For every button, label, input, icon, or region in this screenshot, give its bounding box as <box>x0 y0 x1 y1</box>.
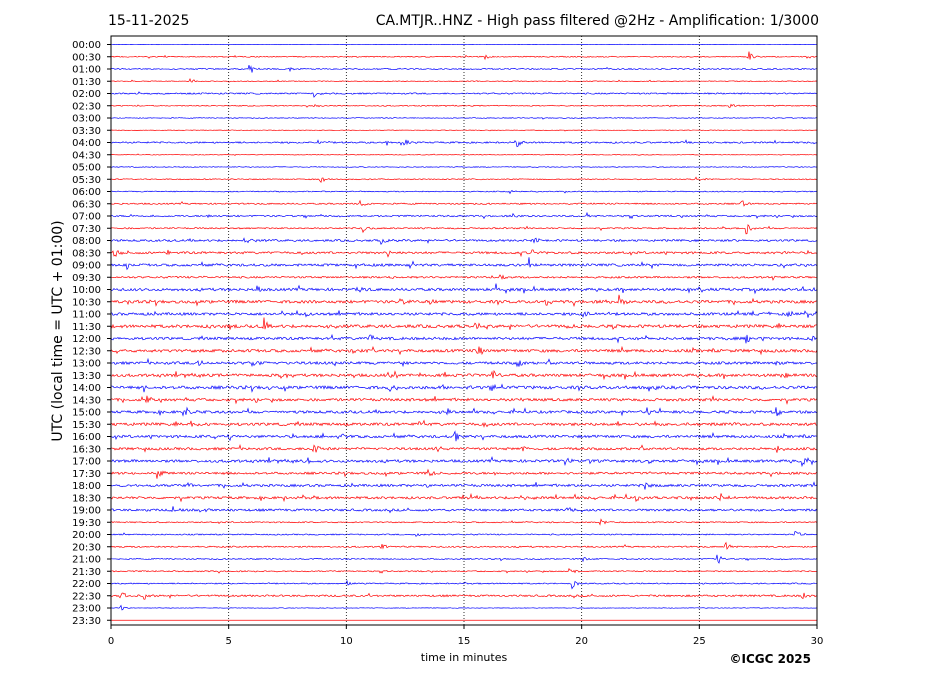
y-tick-label: 08:30 <box>72 248 101 259</box>
chart-title: CA.MTJR..HNZ - High pass filtered @2Hz -… <box>376 13 819 29</box>
y-tick-label: 09:00 <box>72 261 101 272</box>
trace-1430 <box>110 395 818 405</box>
trace-2300 <box>110 604 818 611</box>
y-tick-label: 01:30 <box>72 77 101 88</box>
y-tick-label: 00:30 <box>72 52 101 63</box>
trace-2200 <box>110 579 818 590</box>
x-axis-label: time in minutes <box>421 651 508 664</box>
x-tick-label: 30 <box>811 636 824 647</box>
x-tick-label: 20 <box>575 636 588 647</box>
y-tick-label: 10:30 <box>72 297 101 308</box>
y-tick-label: 07:00 <box>72 212 101 223</box>
trace-1730 <box>110 468 818 479</box>
y-tick-label: 01:00 <box>72 65 101 76</box>
y-tick-label: 15:00 <box>72 408 101 419</box>
y-tick-label: 08:00 <box>72 236 101 247</box>
y-tick-label: 00:00 <box>72 40 101 51</box>
trace-1930 <box>110 518 818 526</box>
y-tick-label: 02:00 <box>72 89 101 100</box>
trace-2130 <box>110 567 818 574</box>
y-tick-label: 23:30 <box>72 616 101 627</box>
y-tick-label: 11:30 <box>72 322 101 333</box>
y-tick-label: 22:00 <box>72 579 101 590</box>
y-axis-label: UTC (local time = UTC + 01:00) <box>50 220 66 441</box>
y-tick-label: 22:30 <box>72 591 101 602</box>
y-tick-label: 06:00 <box>72 187 101 198</box>
y-tick-label: 07:30 <box>72 224 101 235</box>
y-tick-label: 04:30 <box>72 150 101 161</box>
chart-date: 15-11-2025 <box>108 13 189 29</box>
trace-0430 <box>110 153 818 156</box>
y-tick-label: 19:00 <box>72 506 101 517</box>
y-tick-label: 14:00 <box>72 383 101 394</box>
y-tick-label: 03:00 <box>72 114 101 125</box>
y-tick-label: 17:30 <box>72 469 101 480</box>
x-tick-label: 5 <box>225 636 231 647</box>
x-tick-label: 10 <box>340 636 353 647</box>
trace-0930 <box>110 274 818 281</box>
y-tick-label: 23:00 <box>72 604 101 615</box>
y-tick-label: 04:00 <box>72 138 101 149</box>
y-tick-label: 10:00 <box>72 285 101 296</box>
trace-1300 <box>110 357 818 368</box>
trace-0630 <box>110 199 818 207</box>
trace-1600 <box>110 430 818 442</box>
y-tick-label: 15:30 <box>72 420 101 431</box>
copyright-text: ©ICGC 2025 <box>729 652 811 666</box>
y-tick-label: 06:30 <box>72 199 101 210</box>
trace-1230 <box>110 345 818 356</box>
grid-lines <box>228 36 700 625</box>
trace-1700 <box>110 456 818 468</box>
trace-1900 <box>110 506 818 514</box>
y-tick-label: 21:00 <box>72 555 101 566</box>
y-tick-label: 09:30 <box>72 273 101 284</box>
y-tick-label: 18:00 <box>72 481 101 492</box>
y-tick-label: 21:30 <box>72 567 101 578</box>
y-tick-label: 03:30 <box>72 126 101 137</box>
y-tick-label: 13:00 <box>72 359 101 370</box>
y-tick-label: 11:00 <box>72 310 101 321</box>
x-tick-label: 15 <box>458 636 471 647</box>
y-tick-label: 12:30 <box>72 346 101 357</box>
trace-0330 <box>110 129 818 132</box>
trace-0500 <box>110 166 818 168</box>
y-tick-label: 05:30 <box>72 175 101 186</box>
y-tick-label: 13:30 <box>72 371 101 382</box>
trace-0530 <box>110 176 818 183</box>
y-tick-label: 16:00 <box>72 432 101 443</box>
trace-0000 <box>110 43 818 46</box>
y-tick-label: 14:30 <box>72 395 101 406</box>
x-tick-label: 25 <box>693 636 706 647</box>
trace-1830 <box>110 492 818 503</box>
trace-1100 <box>110 309 818 318</box>
y-tick-label: 05:00 <box>72 163 101 174</box>
trace-0700 <box>110 211 818 220</box>
trace-0730 <box>110 224 818 235</box>
trace-1400 <box>110 383 818 393</box>
y-tick-label: 19:30 <box>72 518 101 529</box>
trace-0030 <box>110 51 818 61</box>
y-tick-label: 20:30 <box>72 542 101 553</box>
x-tick-label: 0 <box>108 636 114 647</box>
y-tick-label: 17:00 <box>72 457 101 468</box>
y-tick-label: 20:00 <box>72 530 101 541</box>
trace-group <box>110 43 818 621</box>
trace-0400 <box>110 139 818 148</box>
trace-1630 <box>110 443 818 453</box>
x-axis: 0 5 10 15 20 25 30 <box>108 625 824 647</box>
trace-2000 <box>110 531 818 537</box>
trace-0600 <box>110 189 818 195</box>
y-tick-label: 02:30 <box>72 101 101 112</box>
trace-1800 <box>110 481 818 490</box>
y-tick-label: 12:00 <box>72 334 101 345</box>
y-tick-label: 18:30 <box>72 493 101 504</box>
trace-2230 <box>110 592 818 600</box>
trace-1200 <box>110 333 818 344</box>
y-tick-label: 16:30 <box>72 444 101 455</box>
